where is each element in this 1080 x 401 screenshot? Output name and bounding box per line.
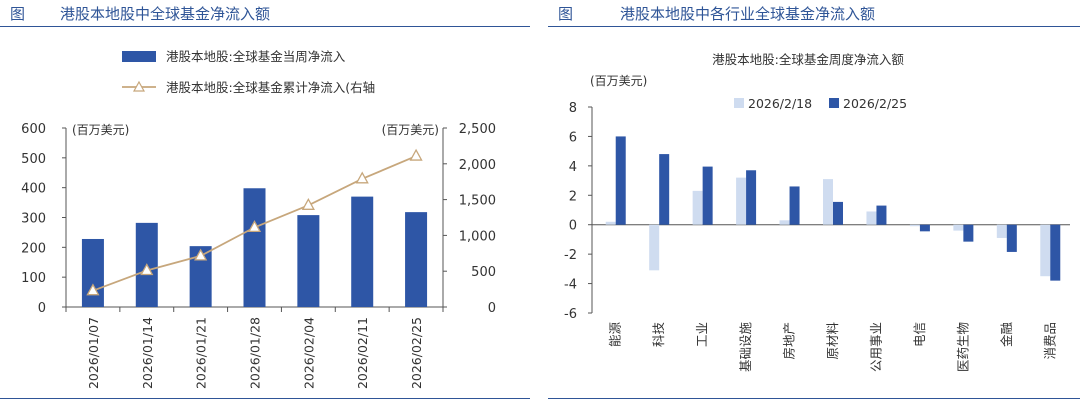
left-tick-label: 200 (21, 241, 46, 256)
right-tick-label: 2,000 (459, 158, 496, 173)
bar-2026-2-18 (605, 221, 616, 225)
x-tick-label: 房地产 (782, 322, 797, 360)
y-tick-label: 6 (569, 130, 577, 145)
left-figure-title: 港股本地股中全球基金净流入额 (60, 5, 271, 23)
legend-label-s2: 2026/2/25 (843, 96, 907, 111)
right-tick-label: 500 (471, 265, 496, 280)
bar-2026-2-18 (779, 220, 790, 225)
left-tick-label: 600 (21, 122, 46, 137)
x-tick-label: 科技 (651, 322, 666, 348)
y-tick-label: 8 (569, 101, 577, 116)
bar-2026-2-25 (963, 224, 974, 242)
legend-marker-triangle (132, 80, 146, 92)
bar-2026-2-25 (659, 154, 670, 225)
right-axis-unit: (百万美元) (382, 123, 439, 137)
x-tick-label: 金融 (999, 322, 1014, 348)
left-tick-label: 300 (21, 212, 46, 227)
x-tick-label: 能源 (608, 322, 623, 348)
x-tick-label: 基础设施 (738, 322, 753, 373)
legend-label-line: 港股本地股:全球基金累计净流入(右轴 (166, 80, 375, 95)
right-figure-title: 港股本地股中各行业全球基金净流入额 (620, 5, 876, 23)
left-tick-label: 400 (21, 182, 46, 197)
y-tick-label: 0 (569, 219, 577, 234)
bar (297, 215, 320, 307)
x-tick-label: 原材料 (825, 322, 840, 360)
bar-2026-2-25 (789, 186, 800, 225)
bar-2026-2-18 (1040, 224, 1051, 277)
x-tick-label: 2026/01/21 (194, 317, 209, 389)
y-tick-label: -4 (564, 278, 577, 293)
right-chart: 港股本地股:全球基金周度净流入额 (百万美元) 2026/2/18 2026/2/25… (564, 52, 1070, 373)
x-tick-label: 2026/02/25 (409, 317, 424, 389)
right-bottom-rule (548, 398, 1080, 399)
right-panel: 图 港股本地股中各行业全球基金净流入额 港股本地股:全球基金周度净流入额 (百万美… (548, 0, 1080, 401)
bar-2026-2-18 (996, 224, 1007, 238)
bar-2026-2-25 (702, 166, 713, 225)
bar-2026-2-18 (909, 224, 920, 227)
left-tick-label: 500 (21, 152, 46, 167)
bar (243, 188, 266, 307)
line-point (140, 263, 154, 276)
right-title-bar: 图 港股本地股中各行业全球基金净流入额 (548, 0, 1080, 27)
bar-2026-2-25 (1006, 224, 1017, 252)
legend-label-s1: 2026/2/18 (748, 96, 812, 111)
bar-2026-2-25 (746, 170, 757, 225)
line-point (301, 197, 315, 210)
bar (189, 246, 212, 307)
bar-2026-2-18 (823, 179, 833, 225)
left-tick-label: 100 (21, 271, 46, 286)
right-chart-title: 港股本地股:全球基金周度净流入额 (712, 52, 904, 67)
y-tick-label: 2 (569, 189, 577, 204)
right-axis-unit: (百万美元) (590, 74, 647, 88)
bar (351, 196, 374, 307)
right-tick-label: 1,000 (459, 229, 496, 244)
x-tick-label: 电信 (912, 322, 927, 347)
legend-swatch-s2 (829, 98, 839, 108)
bar-2026-2-18 (866, 211, 877, 225)
left-bottom-rule (0, 398, 530, 399)
line-point (247, 220, 262, 233)
bar-2026-2-25 (1050, 224, 1061, 281)
x-tick-label: 2026/01/28 (248, 317, 263, 389)
left-tick-label: 0 (38, 301, 46, 316)
bar-2026-2-18 (649, 224, 660, 271)
bar-2026-2-25 (615, 136, 626, 225)
bar-2026-2-18 (692, 190, 703, 225)
line-point (409, 148, 423, 161)
legend-swatch-s1 (734, 98, 744, 108)
bar-2026-2-18 (953, 224, 964, 231)
x-tick-label: 工业 (695, 322, 710, 347)
legend-swatch-bar (122, 51, 156, 62)
x-tick-label: 2026/02/11 (355, 317, 370, 389)
left-figure-label: 图 (10, 5, 26, 23)
right-tick-label: 2,500 (459, 122, 496, 137)
right-figure-label: 图 (558, 5, 574, 23)
left-axis-unit: (百万美元) (72, 123, 129, 137)
x-tick-label: 消费品 (1042, 322, 1057, 360)
y-tick-label: -6 (564, 307, 577, 322)
bar-2026-2-25 (833, 201, 843, 225)
x-tick-label: 2026/02/04 (301, 317, 316, 389)
bar-2026-2-18 (736, 177, 747, 225)
line-point (355, 171, 369, 184)
x-tick-label: 公用事业 (868, 322, 883, 372)
y-tick-label: -2 (564, 248, 577, 263)
legend-label-bar: 港股本地股:全球基金当周净流入 (166, 49, 346, 64)
left-title-bar: 图 港股本地股中全球基金净流入额 (0, 0, 530, 27)
line-point (194, 248, 208, 261)
left-panel: 图 港股本地股中全球基金净流入额 港股本地股:全球基金当周净流入 港股本地股:全球… (0, 0, 530, 401)
right-tick-label: 1,500 (459, 194, 496, 209)
bar-2026-2-25 (876, 205, 887, 225)
bar (405, 212, 428, 307)
right-tick-label: 0 (488, 301, 496, 316)
x-tick-label: 2026/01/14 (140, 317, 155, 389)
x-tick-label: 2026/01/07 (86, 317, 101, 389)
bar-2026-2-25 (919, 224, 930, 232)
x-tick-label: 医药生物 (955, 322, 970, 372)
y-tick-label: 4 (569, 160, 577, 175)
line-point (86, 283, 100, 296)
bar (81, 238, 104, 307)
